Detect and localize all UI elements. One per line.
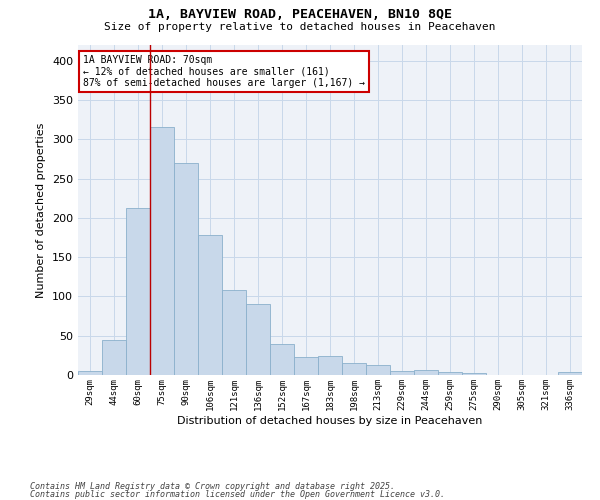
Text: Contains public sector information licensed under the Open Government Licence v3: Contains public sector information licen… xyxy=(30,490,445,499)
Text: 1A, BAYVIEW ROAD, PEACEHAVEN, BN10 8QE: 1A, BAYVIEW ROAD, PEACEHAVEN, BN10 8QE xyxy=(148,8,452,20)
Bar xyxy=(342,363,366,375)
Bar xyxy=(102,340,126,375)
Bar xyxy=(126,208,150,375)
Bar xyxy=(174,163,198,375)
Bar xyxy=(78,371,102,375)
Text: Contains HM Land Registry data © Crown copyright and database right 2025.: Contains HM Land Registry data © Crown c… xyxy=(30,482,395,491)
Bar xyxy=(222,290,246,375)
Bar xyxy=(366,365,390,375)
Bar xyxy=(438,372,462,375)
Bar xyxy=(558,372,582,375)
Text: 1A BAYVIEW ROAD: 70sqm
← 12% of detached houses are smaller (161)
87% of semi-de: 1A BAYVIEW ROAD: 70sqm ← 12% of detached… xyxy=(83,55,365,88)
Bar xyxy=(270,344,294,375)
Bar xyxy=(318,356,342,375)
Bar xyxy=(462,372,486,375)
Bar xyxy=(390,371,414,375)
Bar xyxy=(246,304,270,375)
X-axis label: Distribution of detached houses by size in Peacehaven: Distribution of detached houses by size … xyxy=(178,416,482,426)
Text: Size of property relative to detached houses in Peacehaven: Size of property relative to detached ho… xyxy=(104,22,496,32)
Bar xyxy=(198,235,222,375)
Bar xyxy=(294,357,318,375)
Y-axis label: Number of detached properties: Number of detached properties xyxy=(37,122,46,298)
Bar xyxy=(414,370,438,375)
Bar xyxy=(150,128,174,375)
